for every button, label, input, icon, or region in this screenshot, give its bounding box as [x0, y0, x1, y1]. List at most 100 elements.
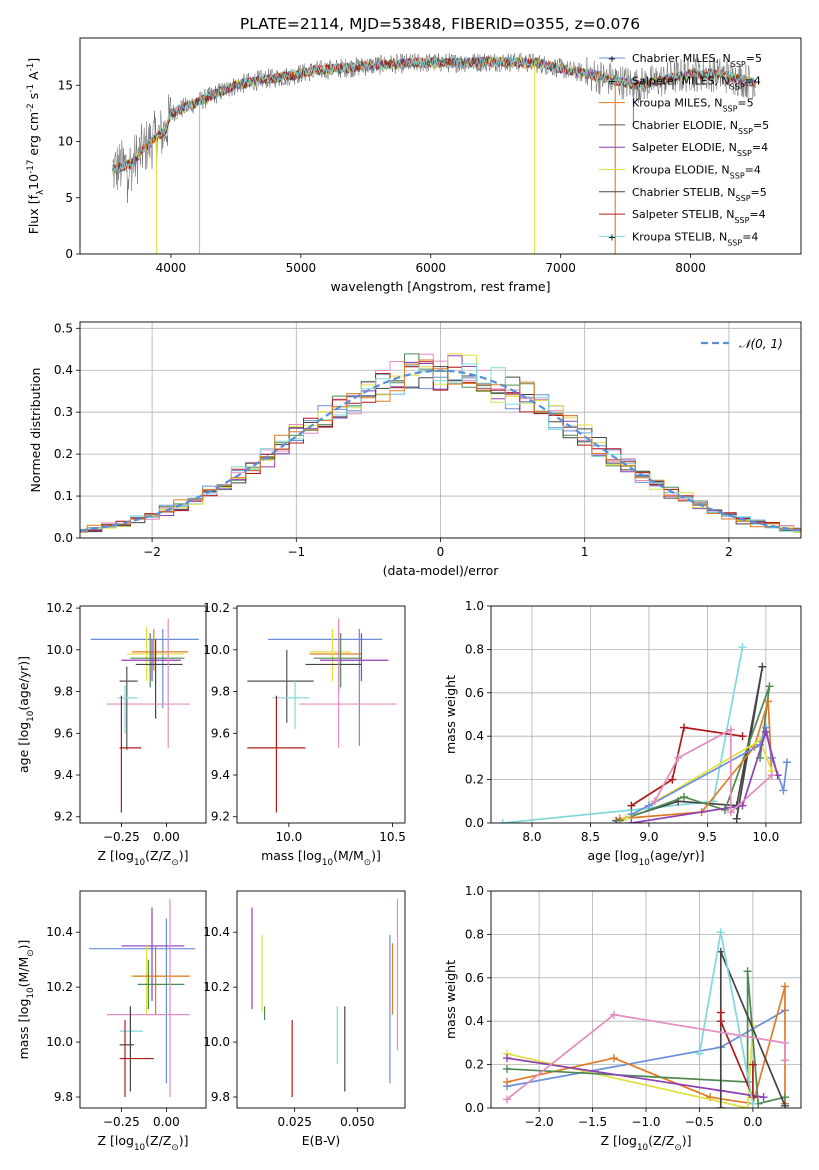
axes-frame: [490, 605, 802, 824]
y-tick-label: 10.4: [203, 925, 230, 939]
histogram-kmiles: [80, 359, 801, 533]
y-tick-label: 10.0: [46, 1035, 73, 1049]
y-tick-label: 0.4: [54, 363, 73, 377]
weight-marker-selodie: [738, 801, 747, 810]
weight-marker-cstelib: [732, 814, 741, 823]
weight-line-kstelib: [502, 647, 744, 823]
y-tick-label: 15: [58, 78, 73, 92]
legend-label: Kroupa STELIB, NSSP=4: [632, 230, 758, 247]
weight-marker-cmiles: [627, 810, 636, 819]
weight-line-kmiles: [506, 986, 786, 1105]
x-tick-label: 9.5: [698, 830, 717, 844]
panel-weight-Z: −2.0 −1.5 −1.0 −0.5 0.0 0.0 0.2 0.4 0.6 0.8 1.0 Z […: [443, 884, 802, 1153]
y-tick-label: 0.8: [465, 927, 484, 941]
weight-line-pink: [506, 1013, 786, 1100]
y-tick-label: 10.2: [46, 601, 73, 615]
y-tick-label: 9.6: [54, 726, 73, 740]
panel-weight-age: 8.0 8.5 9.0 9.5 10.0 0.0 0.2 0.4 0.6 0.8 1.0 age [l…: [443, 599, 802, 868]
weight-marker-kstelib: [498, 819, 507, 823]
figure-title: PLATE=2114, MJD=53848, FIBERID=0355, z=0…: [240, 15, 640, 33]
x-axis-label: Z [log10(Z/Z⊙)]: [97, 848, 188, 868]
x-tick-label: 0.00: [153, 1115, 180, 1129]
plot-area-mass-Z: [89, 899, 196, 1098]
y-tick-label: 0: [65, 247, 73, 261]
axes-frame: [490, 890, 802, 1109]
legend-label: Salpeter ELODIE, NSSP=4: [632, 141, 768, 158]
y-tick-label: 10.2: [203, 980, 230, 994]
y-axis-label: mass weight: [443, 960, 458, 1039]
axes-frame: [79, 605, 207, 824]
weight-marker-kstelib: [716, 928, 725, 937]
x-tick-label: −2: [143, 545, 161, 559]
weight-marker-green: [680, 792, 689, 801]
x-tick-label: 0: [437, 545, 445, 559]
y-tick-label: 0.8: [465, 642, 484, 656]
axes-frame: [79, 37, 802, 255]
y-tick-label: 9.8: [211, 1090, 230, 1104]
weight-marker-cstelib: [716, 1104, 725, 1108]
x-axis-label: age [log10(age/yr)]: [587, 848, 704, 868]
weight-marker-pink: [503, 1095, 512, 1104]
y-tick-label: 10: [58, 135, 73, 149]
y-tick-label: 0.1: [54, 489, 73, 503]
weight-marker-kmiles: [503, 1077, 512, 1086]
weight-marker-sstelib: [748, 1060, 757, 1069]
weight-marker-pink: [726, 808, 735, 817]
y-tick-label: 10.0: [46, 643, 73, 657]
x-tick-label: 6000: [415, 261, 446, 275]
y-tick-label: 0.5: [54, 321, 73, 335]
x-tick-label: 0.00: [153, 830, 180, 844]
legend-label: Salpeter STELIB, NSSP=4: [632, 208, 766, 225]
weight-line-kelodie: [506, 1025, 754, 1108]
y-tick-label: 0.6: [465, 686, 484, 700]
weight-marker-pink: [780, 1038, 789, 1047]
weight-marker-kelodie: [621, 814, 630, 823]
x-tick-label: 10.5: [379, 830, 406, 844]
weight-marker-cmiles: [782, 758, 791, 767]
x-tick-label: 8.0: [522, 830, 541, 844]
x-tick-label: −1.5: [578, 1115, 607, 1129]
x-tick-label: 9.0: [639, 830, 658, 844]
y-tick-label: 0.2: [54, 447, 73, 461]
x-tick-label: −2.0: [525, 1115, 554, 1129]
weight-marker-kmiles: [609, 1054, 618, 1063]
y-tick-label: 1.0: [465, 599, 484, 613]
y-tick-label: 0.0: [54, 531, 73, 545]
y-axis-label: age [log10(age/yr)]: [16, 656, 36, 773]
weight-marker-kmiles: [780, 982, 789, 991]
weight-marker-green: [743, 967, 752, 976]
x-tick-label: 8000: [675, 261, 706, 275]
weight-marker-sstelib: [668, 775, 677, 784]
x-tick-label: −0.5: [685, 1115, 714, 1129]
y-tick-label: 10.2: [46, 980, 73, 994]
plot-area-mass-ebv: [251, 899, 399, 1098]
weight-line-sstelib: [719, 1012, 754, 1098]
axes-frame: [79, 321, 802, 539]
legend-marker: +: [608, 76, 616, 87]
weight-marker-kmiles: [764, 697, 773, 706]
weight-marker-selodie: [627, 819, 636, 823]
y-tick-label: 0.3: [54, 405, 73, 419]
x-tick-label: 7000: [545, 261, 576, 275]
x-tick-label: 0.025: [277, 1115, 311, 1129]
weight-marker-sstelib: [627, 801, 636, 810]
weight-marker-pink: [609, 1010, 618, 1019]
x-axis-label: mass [log10(M/M⊙)]: [261, 848, 381, 868]
x-axis-label: Z [log10(Z/Z⊙)]: [97, 1133, 188, 1153]
panel-mass-ebv: 0.025 0.050 9.8 10.0 10.2 10.4 E(B-V): [203, 890, 406, 1148]
x-axis-label: wavelength [Angstrom, rest frame]: [330, 279, 550, 294]
weight-marker-sstelib: [716, 1008, 725, 1017]
panel-age-Z: −0.25 0.00 9.2 9.4 9.6 9.8 10.0 10.2 Z [log10(Z/…: [16, 601, 207, 868]
weight-marker-green: [765, 682, 774, 691]
weight-marker-cstelib: [758, 662, 767, 671]
y-tick-label: 9.8: [54, 1090, 73, 1104]
panel-spectrum: 4000 5000 6000 7000 8000 0 5 10 15 wavelength [An…: [26, 37, 802, 294]
legend-label: Kroupa MILES, NSSP=5: [632, 97, 754, 114]
weight-marker-selodie: [759, 1093, 768, 1102]
weight-marker-sstelib: [716, 1017, 725, 1026]
weight-marker-sstelib: [680, 723, 689, 732]
histogram-kelodie: [80, 353, 801, 533]
plot-area-residuals: [80, 322, 801, 538]
y-tick-label: 9.2: [211, 810, 230, 824]
